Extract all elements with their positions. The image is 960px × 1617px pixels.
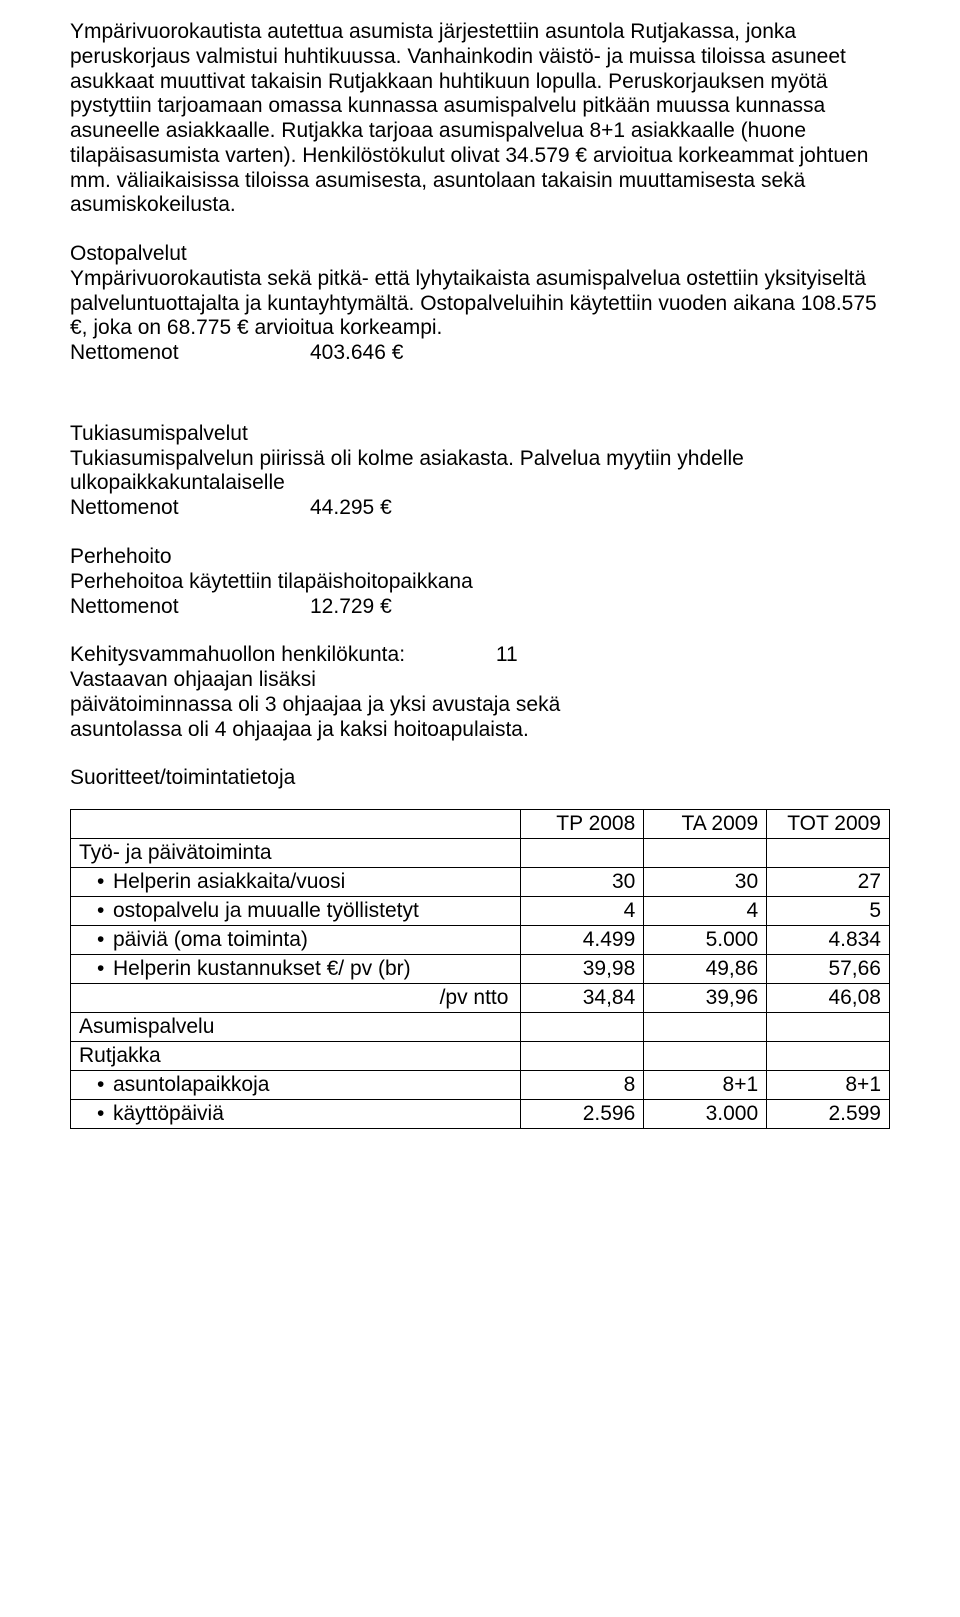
table-row: •asuntolapaikkoja88+18+1 — [71, 1071, 890, 1100]
staff-line-2: Vastaavan ohjaajan lisäksi — [70, 668, 890, 693]
row-value-cell — [767, 839, 890, 868]
net-label: Nettomenot — [70, 496, 310, 521]
row-label-cell: •asuntolapaikkoja — [71, 1071, 521, 1100]
row-label: Helperin asiakkaita/vuosi — [113, 870, 512, 894]
table-row: •Helperin asiakkaita/vuosi303027 — [71, 868, 890, 897]
row-label: käyttöpäiviä — [113, 1102, 512, 1126]
row-label-cell: Rutjakka — [71, 1042, 521, 1071]
staff-line-4: asuntolassa oli 4 ohjaajaa ja kaksi hoit… — [70, 718, 890, 743]
ostopalvelut-block: Ostopalvelut Ympärivuorokautista sekä pi… — [70, 242, 890, 366]
row-value-cell: 5.000 — [644, 926, 767, 955]
net-value: 12.729 € — [310, 595, 392, 620]
ostopalvelut-net: Nettomenot 403.646 € — [70, 341, 890, 366]
row-value-cell: 30 — [521, 868, 644, 897]
row-value-cell: 2.596 — [521, 1100, 644, 1129]
bullet-icon: • — [79, 870, 113, 894]
staff-count-value: 11 — [496, 643, 518, 666]
table-row: •käyttöpäiviä2.5963.0002.599 — [71, 1100, 890, 1129]
staff-line-3: päivätoiminnassa oli 3 ohjaajaa ja yksi … — [70, 693, 890, 718]
table-header-row: TP 2008 TA 2009 TOT 2009 — [71, 810, 890, 839]
row-value-cell: 4 — [644, 897, 767, 926]
row-label: ostopalvelu ja muualle työllistetyt — [113, 899, 512, 923]
row-value-cell — [767, 1042, 890, 1071]
ostopalvelut-title: Ostopalvelut — [70, 242, 890, 267]
row-value-cell — [521, 1013, 644, 1042]
row-value-cell: 5 — [767, 897, 890, 926]
intro-paragraph: Ympärivuorokautista autettua asumista jä… — [70, 20, 890, 218]
row-value-cell — [521, 1042, 644, 1071]
table-row: •Helperin kustannukset €/ pv (br)39,9849… — [71, 955, 890, 984]
row-value-cell: 4.834 — [767, 926, 890, 955]
row-value-cell: 39,98 — [521, 955, 644, 984]
row-label-cell: /pv ntto — [71, 984, 521, 1013]
row-value-cell: 8+1 — [767, 1071, 890, 1100]
tukiasumis-net: Nettomenot 44.295 € — [70, 496, 890, 521]
staff-block: Kehitysvammahuollon henkilökunta: 11 Vas… — [70, 643, 890, 742]
tukiasumis-title: Tukiasumispalvelut — [70, 422, 890, 447]
row-value-cell: 2.599 — [767, 1100, 890, 1129]
row-value-cell — [767, 1013, 890, 1042]
performance-table: TP 2008 TA 2009 TOT 2009 Työ- ja päiväto… — [70, 809, 890, 1129]
perhehoito-title: Perhehoito — [70, 545, 890, 570]
staff-count-line: Kehitysvammahuollon henkilökunta: 11 — [70, 643, 890, 668]
row-label-cell: Asumispalvelu — [71, 1013, 521, 1042]
row-value-cell: 3.000 — [644, 1100, 767, 1129]
row-value-cell: 8+1 — [644, 1071, 767, 1100]
row-value-cell: 8 — [521, 1071, 644, 1100]
tukiasumis-block: Tukiasumispalvelut Tukiasumispalvelun pi… — [70, 422, 890, 521]
table-row: •päiviä (oma toiminta)4.4995.0004.834 — [71, 926, 890, 955]
tukiasumis-body: Tukiasumispalvelun piirissä oli kolme as… — [70, 447, 890, 497]
bullet-icon: • — [79, 1102, 113, 1126]
table-row: Rutjakka — [71, 1042, 890, 1071]
col-ta: TA 2009 — [644, 810, 767, 839]
row-value-cell: 34,84 — [521, 984, 644, 1013]
row-value-cell: 39,96 — [644, 984, 767, 1013]
bullet-icon: • — [79, 899, 113, 923]
perhehoito-net: Nettomenot 12.729 € — [70, 595, 890, 620]
perhehoito-body: Perhehoitoa käytettiin tilapäishoitopaik… — [70, 570, 890, 595]
row-label-cell: •Helperin asiakkaita/vuosi — [71, 868, 521, 897]
row-value-cell: 4.499 — [521, 926, 644, 955]
table-caption: Suoritteet/toimintatietoja — [70, 766, 890, 791]
row-value-cell: 30 — [644, 868, 767, 897]
row-label-cell: Työ- ja päivätoiminta — [71, 839, 521, 868]
row-label: asuntolapaikkoja — [113, 1073, 512, 1097]
net-label: Nettomenot — [70, 595, 310, 620]
row-value-cell: 46,08 — [767, 984, 890, 1013]
row-value-cell: 4 — [521, 897, 644, 926]
net-value: 403.646 € — [310, 341, 403, 366]
row-label: Helperin kustannukset €/ pv (br) — [113, 957, 512, 981]
row-value-cell — [644, 1042, 767, 1071]
ostopalvelut-body: Ympärivuorokautista sekä pitkä- että lyh… — [70, 267, 890, 341]
row-label-cell: •käyttöpäiviä — [71, 1100, 521, 1129]
row-label: päiviä (oma toiminta) — [113, 928, 512, 952]
bullet-icon: • — [79, 928, 113, 952]
row-value-cell: 49,86 — [644, 955, 767, 984]
perhehoito-block: Perhehoito Perhehoitoa käytettiin tilapä… — [70, 545, 890, 619]
row-value-cell: 27 — [767, 868, 890, 897]
row-value-cell — [521, 839, 644, 868]
net-label: Nettomenot — [70, 341, 310, 366]
row-label-cell: •ostopalvelu ja muualle työllistetyt — [71, 897, 521, 926]
staff-count-label: Kehitysvammahuollon henkilökunta: — [70, 643, 490, 668]
table-row: Asumispalvelu — [71, 1013, 890, 1042]
row-value-cell — [644, 839, 767, 868]
table-row: /pv ntto34,8439,9646,08 — [71, 984, 890, 1013]
net-value: 44.295 € — [310, 496, 392, 521]
col-tp: TP 2008 — [521, 810, 644, 839]
row-value-cell: 57,66 — [767, 955, 890, 984]
bullet-icon: • — [79, 957, 113, 981]
bullet-icon: • — [79, 1073, 113, 1097]
table-row: •ostopalvelu ja muualle työllistetyt445 — [71, 897, 890, 926]
table-row: Työ- ja päivätoiminta — [71, 839, 890, 868]
row-value-cell — [644, 1013, 767, 1042]
row-label-cell: •Helperin kustannukset €/ pv (br) — [71, 955, 521, 984]
row-label-cell: •päiviä (oma toiminta) — [71, 926, 521, 955]
col-tot: TOT 2009 — [767, 810, 890, 839]
